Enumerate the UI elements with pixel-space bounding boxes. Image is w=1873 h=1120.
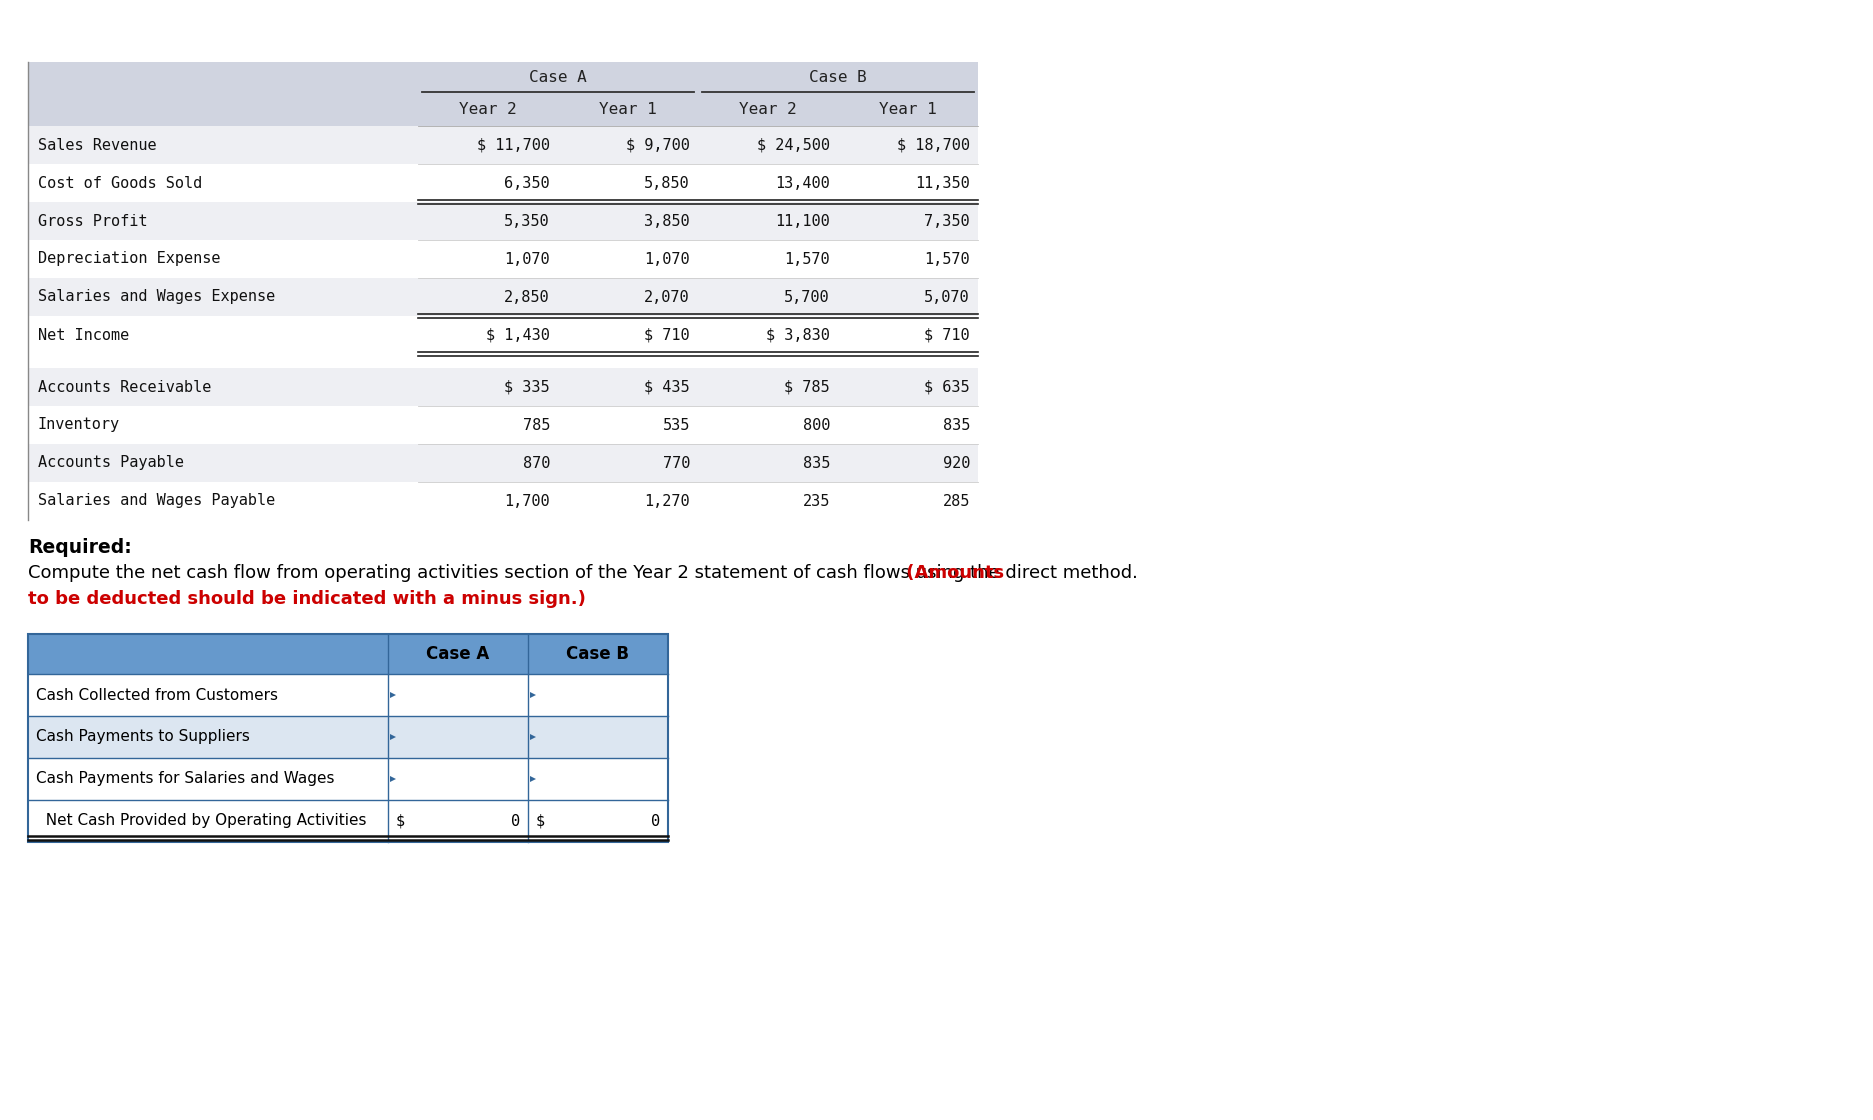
Text: Case B: Case B [809, 71, 867, 85]
Text: $: $ [395, 813, 405, 829]
Text: 770: 770 [663, 456, 689, 470]
Text: 6,350: 6,350 [504, 176, 551, 190]
Text: $: $ [536, 813, 545, 829]
Text: $ 18,700: $ 18,700 [897, 138, 970, 152]
Bar [28, 444, 978, 482]
Text: Depreciation Expense: Depreciation Expense [37, 252, 221, 267]
Text: 1,070: 1,070 [644, 252, 689, 267]
Text: Case A: Case A [530, 71, 586, 85]
Text: 5,850: 5,850 [644, 176, 689, 190]
Text: Compute the net cash flow from operating activities section of the Year 2 statem: Compute the net cash flow from operating… [28, 564, 1139, 582]
Bar [28, 674, 669, 716]
Bar [28, 634, 669, 674]
Polygon shape [390, 692, 395, 698]
Bar [28, 62, 978, 127]
Text: 1,270: 1,270 [644, 494, 689, 508]
Text: Cost of Goods Sold: Cost of Goods Sold [37, 176, 202, 190]
Text: Accounts Receivable: Accounts Receivable [37, 380, 212, 394]
Text: Accounts Payable: Accounts Payable [37, 456, 184, 470]
Text: Net Cash Provided by Operating Activities: Net Cash Provided by Operating Activitie… [36, 813, 367, 829]
Text: $ 785: $ 785 [785, 380, 830, 394]
Bar [28, 758, 669, 800]
Polygon shape [530, 734, 536, 740]
Text: 5,070: 5,070 [925, 289, 970, 305]
Text: 2,850: 2,850 [504, 289, 551, 305]
Bar [28, 127, 978, 164]
Text: Cash Payments to Suppliers: Cash Payments to Suppliers [36, 729, 249, 745]
Text: Year 2: Year 2 [740, 103, 796, 118]
Text: $ 635: $ 635 [925, 380, 970, 394]
Text: $ 11,700: $ 11,700 [478, 138, 551, 152]
Text: 920: 920 [942, 456, 970, 470]
Text: 1,570: 1,570 [785, 252, 830, 267]
Text: $ 9,700: $ 9,700 [626, 138, 689, 152]
Text: 1,700: 1,700 [504, 494, 551, 508]
Text: $ 710: $ 710 [925, 327, 970, 343]
Text: $ 710: $ 710 [644, 327, 689, 343]
Text: 5,350: 5,350 [504, 214, 551, 228]
Text: 800: 800 [804, 418, 830, 432]
Text: 5,700: 5,700 [785, 289, 830, 305]
Text: (Amounts: (Amounts [901, 564, 1004, 582]
Bar [28, 716, 669, 758]
Text: Cash Collected from Customers: Cash Collected from Customers [36, 688, 277, 702]
Text: 785: 785 [523, 418, 551, 432]
Polygon shape [530, 776, 536, 782]
Text: 11,350: 11,350 [916, 176, 970, 190]
Bar [28, 800, 669, 842]
Bar [28, 482, 978, 520]
Polygon shape [390, 734, 395, 740]
Bar [28, 164, 978, 202]
Text: 535: 535 [663, 418, 689, 432]
Text: Salaries and Wages Payable: Salaries and Wages Payable [37, 494, 275, 508]
Bar [28, 202, 978, 240]
Text: 235: 235 [804, 494, 830, 508]
Text: 835: 835 [942, 418, 970, 432]
Text: $ 335: $ 335 [504, 380, 551, 394]
Text: Case B: Case B [566, 645, 629, 663]
Text: Required:: Required: [28, 538, 131, 557]
Text: Year 2: Year 2 [459, 103, 517, 118]
Polygon shape [530, 692, 536, 698]
Text: 2,070: 2,070 [644, 289, 689, 305]
Text: 3,850: 3,850 [644, 214, 689, 228]
Polygon shape [390, 776, 395, 782]
Text: Year 1: Year 1 [599, 103, 657, 118]
Text: 13,400: 13,400 [775, 176, 830, 190]
Bar [28, 407, 978, 444]
Text: 0: 0 [652, 813, 659, 829]
Text: 7,350: 7,350 [925, 214, 970, 228]
Text: 0: 0 [511, 813, 521, 829]
Bar [28, 634, 669, 842]
Text: Inventory: Inventory [37, 418, 120, 432]
Text: $ 435: $ 435 [644, 380, 689, 394]
Text: 11,100: 11,100 [775, 214, 830, 228]
Text: Salaries and Wages Expense: Salaries and Wages Expense [37, 289, 275, 305]
Text: $ 1,430: $ 1,430 [487, 327, 551, 343]
Text: 835: 835 [804, 456, 830, 470]
Text: $ 24,500: $ 24,500 [757, 138, 830, 152]
Text: 1,070: 1,070 [504, 252, 551, 267]
Text: Cash Payments for Salaries and Wages: Cash Payments for Salaries and Wages [36, 772, 335, 786]
Text: $ 3,830: $ 3,830 [766, 327, 830, 343]
Text: 285: 285 [942, 494, 970, 508]
Text: Sales Revenue: Sales Revenue [37, 138, 157, 152]
Text: Net Income: Net Income [37, 327, 129, 343]
Text: 1,570: 1,570 [925, 252, 970, 267]
Text: Gross Profit: Gross Profit [37, 214, 148, 228]
Text: to be deducted should be indicated with a minus sign.): to be deducted should be indicated with … [28, 590, 586, 608]
Bar [28, 240, 978, 278]
Bar [28, 368, 978, 407]
Text: 870: 870 [523, 456, 551, 470]
Text: Case A: Case A [427, 645, 489, 663]
Bar [28, 316, 978, 354]
Bar [28, 278, 978, 316]
Text: Year 1: Year 1 [878, 103, 936, 118]
